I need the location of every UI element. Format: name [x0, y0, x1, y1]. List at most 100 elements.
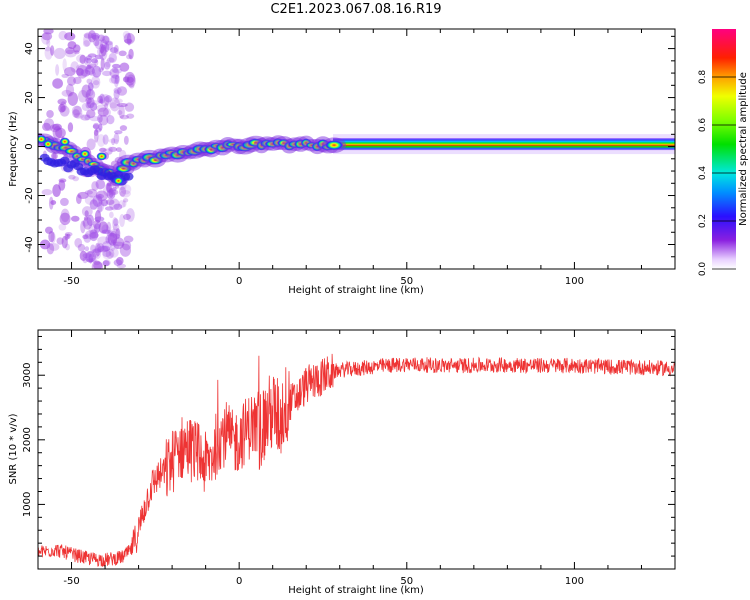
spectrogram-speckle	[119, 62, 130, 72]
spectrogram-speckle	[94, 216, 105, 222]
snr-y-tick-label: 3000	[22, 362, 33, 387]
spectrogram-x-tick-label: 0	[236, 276, 242, 287]
snr-x-tick-label: 100	[565, 576, 584, 587]
spectrogram-speckle	[60, 208, 70, 223]
spectrogram-speckle	[92, 248, 102, 260]
spectrogram-speckle	[87, 53, 97, 58]
spectrogram-speckle	[73, 105, 83, 119]
spectrogram-y-tick-label: 20	[24, 91, 35, 104]
spectrogram-panel: -50 0 50 100 -40 -20 0 20 40 Height of straight …	[8, 28, 676, 296]
spectrogram-speckle	[73, 50, 80, 55]
spectrogram-speckle	[126, 54, 132, 60]
spectrogram-hotspot	[43, 140, 54, 149]
snr-panel: -50 0 50 100 1000 2000 3000 Height of straight…	[8, 329, 676, 596]
spectrogram-speckle	[105, 41, 113, 51]
spectrogram-speckle	[121, 240, 132, 251]
spectrogram-speckle	[119, 125, 128, 131]
spectrogram-speckle	[116, 102, 128, 108]
spectrogram-speckle	[115, 228, 121, 239]
spectrogram-y-tick-label: 0	[24, 143, 35, 149]
spectrogram-speckle	[92, 124, 100, 129]
spectrogram-speckle	[126, 208, 135, 222]
spectrogram-speckle	[119, 186, 127, 197]
spectrogram-speckle	[93, 129, 99, 136]
spectrogram-speckle	[94, 242, 102, 257]
spectrogram-speckle	[108, 76, 117, 84]
spectrogram-speckle	[112, 68, 123, 74]
spectrogram-speckle	[112, 237, 125, 250]
spectrogram-speckle	[89, 115, 100, 122]
spectrogram-speckle	[123, 32, 135, 45]
snr-y-axis-label: SNR (10 * v/v)	[8, 413, 19, 484]
spectrogram-speckle	[62, 58, 67, 72]
spectrogram-speckle	[112, 63, 121, 69]
spectrogram-speckle	[102, 251, 114, 260]
spectrogram-speckle	[80, 114, 91, 121]
spectrogram-speckle	[52, 123, 62, 131]
spectrogram-speckle	[111, 74, 120, 79]
spectrogram-speckle	[76, 54, 87, 63]
spectrogram-speckle	[84, 56, 89, 65]
spectrogram-speckle	[126, 33, 132, 46]
spectrogram-speckle	[58, 103, 66, 113]
spectrogram-speckle	[108, 247, 119, 258]
spectrogram-speckle	[106, 57, 115, 63]
spectrogram-y-tick-label: -20	[24, 187, 35, 203]
snr-y-tick-label: 2000	[22, 427, 33, 452]
spectrogram-speckle	[122, 76, 130, 83]
spectrogram-speckle	[124, 102, 135, 112]
spectrogram-speckle	[86, 251, 96, 263]
spectrogram-speckle	[39, 239, 51, 250]
spectrogram-speckle	[100, 57, 105, 71]
spectrogram-speckle	[126, 113, 135, 119]
spectrogram-speckle	[53, 47, 66, 60]
spectrogram-speckle	[87, 89, 94, 97]
spectrogram-speckle	[113, 203, 123, 210]
spectrogram-speckle	[83, 33, 92, 47]
spectrogram-speckle	[102, 35, 110, 44]
spectrogram-speckle	[85, 88, 96, 100]
spectrogram-speckle	[93, 260, 101, 266]
spectrogram-speckle	[75, 64, 88, 71]
spectrogram-x-tick-label: 100	[565, 276, 584, 287]
spectrogram-speckle	[110, 239, 116, 252]
spectrogram-speckle	[97, 107, 109, 117]
spectrogram-speckle	[84, 190, 93, 195]
spectrogram-speckle	[109, 97, 121, 112]
spectrogram-speckle	[93, 223, 101, 234]
spectrogram-speckle	[72, 176, 80, 182]
spectrogram-speckle	[97, 48, 102, 55]
spectrogram-speckle	[66, 233, 71, 239]
spectrogram-speckle	[85, 258, 94, 263]
spectrogram-speckle	[89, 102, 98, 111]
spectrogram-speckle	[67, 122, 74, 133]
spectrogram-speckle	[73, 76, 82, 85]
spectrogram-speckle	[113, 259, 123, 267]
spectrogram-speckle	[65, 83, 75, 97]
spectrogram-speckle	[109, 67, 120, 78]
spectrogram-speckle	[98, 114, 109, 126]
colorbar: 0.0 0.2 0.4 0.6 0.8 Normalized spectral ampl…	[698, 29, 749, 276]
spectrogram-speckle	[96, 243, 105, 253]
spectrogram-speckle	[100, 199, 109, 207]
snr-y-tick-label: 1000	[22, 492, 33, 517]
spectrogram-speckle	[46, 242, 55, 255]
spectrogram-speckle	[114, 77, 119, 88]
spectrogram-speckle	[70, 215, 80, 222]
spectrogram-speckle	[90, 257, 97, 263]
spectrogram-speckle	[114, 243, 120, 250]
spectrogram-speckle	[93, 39, 100, 47]
spectrogram-speckle	[94, 54, 103, 60]
spectrogram-speckle	[92, 122, 100, 130]
spectrogram-speckle	[41, 189, 53, 196]
spectrogram-speckle	[124, 38, 133, 44]
snr-frame	[37, 329, 676, 570]
spectrogram-speckle	[86, 214, 95, 226]
spectrogram-speckle	[122, 198, 129, 203]
spectrogram-speckle	[122, 30, 131, 39]
spectrogram-speckle	[99, 93, 106, 104]
spectrogram-speckle	[97, 245, 109, 253]
spectrogram-speckle	[100, 94, 111, 107]
spectrogram-blob	[325, 140, 344, 150]
spectrogram-speckle	[109, 211, 114, 219]
